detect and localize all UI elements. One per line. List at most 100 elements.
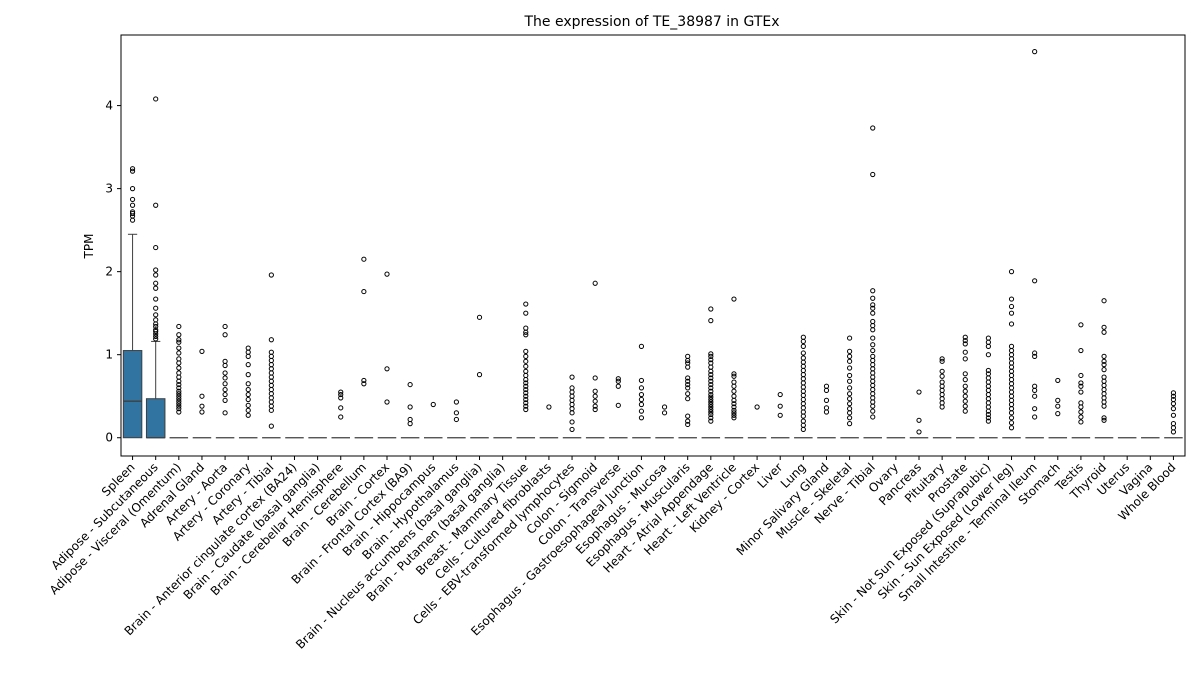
- outlier-point: [1008, 381, 1015, 387]
- outlier-point: [800, 359, 806, 365]
- outlier-point: [176, 381, 182, 388]
- outlier-point: [685, 360, 691, 366]
- outlier-point: [176, 370, 182, 376]
- outlier-point: [523, 368, 529, 374]
- outlier-point: [870, 399, 876, 405]
- outlier-point: [1032, 383, 1038, 389]
- outlier-point: [800, 422, 806, 428]
- outlier-point: [592, 403, 598, 409]
- outlier-point: [569, 397, 575, 403]
- outlier-point: [268, 337, 274, 343]
- outlier-point: [1170, 406, 1177, 412]
- outlier-point: [176, 396, 182, 402]
- outlier-point: [384, 366, 390, 372]
- outlier-point: [1008, 352, 1015, 358]
- outlier-point: [268, 349, 274, 355]
- outlier-point: [985, 371, 991, 377]
- outlier-point: [268, 423, 274, 429]
- outlier-point: [962, 337, 968, 344]
- outlier-point: [569, 426, 575, 433]
- outlier-point: [823, 405, 830, 411]
- outlier-point: [638, 401, 645, 408]
- outlier-point: [1170, 425, 1177, 431]
- outlier-point: [823, 397, 830, 403]
- outlier-point: [685, 353, 691, 359]
- outlier-point: [523, 403, 529, 409]
- outlier-point: [731, 401, 737, 407]
- outlier-point: [1008, 269, 1015, 275]
- outlier-point: [731, 393, 737, 399]
- outlier-point: [870, 302, 876, 308]
- outlier-point: [129, 196, 136, 203]
- outlier-point: [708, 375, 714, 381]
- outlier-point: [1078, 419, 1084, 425]
- outlier-point: [523, 393, 529, 399]
- outlier-point: [985, 379, 991, 385]
- outlier-point: [847, 391, 853, 397]
- outlier-point: [638, 391, 645, 398]
- outlier-point: [245, 349, 251, 355]
- outlier-point: [523, 301, 529, 307]
- outlier-point: [731, 404, 737, 410]
- outlier-point: [361, 381, 367, 387]
- plot-frame: [120, 34, 1186, 457]
- outlier-point: [176, 345, 182, 351]
- outlier-point: [708, 409, 714, 415]
- outlier-point: [569, 410, 575, 416]
- y-tick-label: 0: [105, 431, 113, 445]
- outlier-point: [268, 407, 274, 413]
- outlier-point: [569, 401, 575, 408]
- outlier-point: [731, 410, 737, 416]
- outlier-point: [870, 288, 876, 294]
- outlier-point: [1078, 322, 1084, 328]
- outlier-point: [847, 358, 853, 364]
- outlier-point: [962, 341, 968, 347]
- outlier-point: [708, 399, 714, 405]
- outlier-point: [1055, 397, 1061, 403]
- outlier-point: [731, 415, 737, 421]
- outlier-point: [708, 372, 714, 378]
- outlier-point: [800, 384, 806, 390]
- outlier-point: [800, 409, 806, 415]
- outlier-point: [476, 314, 483, 320]
- outlier-point: [870, 171, 876, 178]
- outlier-point: [153, 328, 159, 335]
- outlier-point: [153, 305, 159, 311]
- outlier-point: [1170, 401, 1177, 407]
- outlier-point: [222, 375, 228, 381]
- outlier-point: [1078, 389, 1084, 395]
- outlier-point: [338, 395, 344, 401]
- outlier-point: [268, 366, 274, 372]
- outlier-point: [939, 400, 945, 406]
- outlier-point: [708, 406, 714, 413]
- outlier-point: [754, 404, 760, 410]
- outlier-point: [916, 429, 922, 435]
- outlier-point: [708, 411, 714, 418]
- outlier-point: [361, 256, 367, 262]
- outlier-point: [870, 395, 876, 401]
- outlier-point: [523, 310, 529, 316]
- outlier-point: [870, 125, 876, 131]
- outlier-point: [153, 280, 159, 286]
- outlier-point: [1008, 321, 1015, 327]
- outlier-point: [523, 358, 529, 364]
- outlier-point: [916, 417, 922, 423]
- outlier-point: [708, 401, 714, 408]
- outlier-point: [939, 373, 945, 379]
- outlier-point: [685, 381, 691, 388]
- outlier-point: [523, 372, 529, 379]
- outlier-point: [1101, 395, 1107, 401]
- outlier-point: [222, 362, 228, 369]
- outlier-point: [939, 379, 945, 385]
- outlier-point: [800, 343, 806, 349]
- outlier-point: [407, 381, 413, 388]
- outlier-point: [199, 403, 205, 409]
- outlier-point: [268, 403, 274, 409]
- outlier-point: [176, 385, 182, 391]
- outlier-point: [638, 343, 645, 349]
- outlier-point: [407, 404, 413, 410]
- outlier-point: [661, 410, 668, 416]
- outlier-point: [800, 413, 806, 419]
- outlier-point: [731, 407, 737, 413]
- outlier-point: [176, 350, 182, 356]
